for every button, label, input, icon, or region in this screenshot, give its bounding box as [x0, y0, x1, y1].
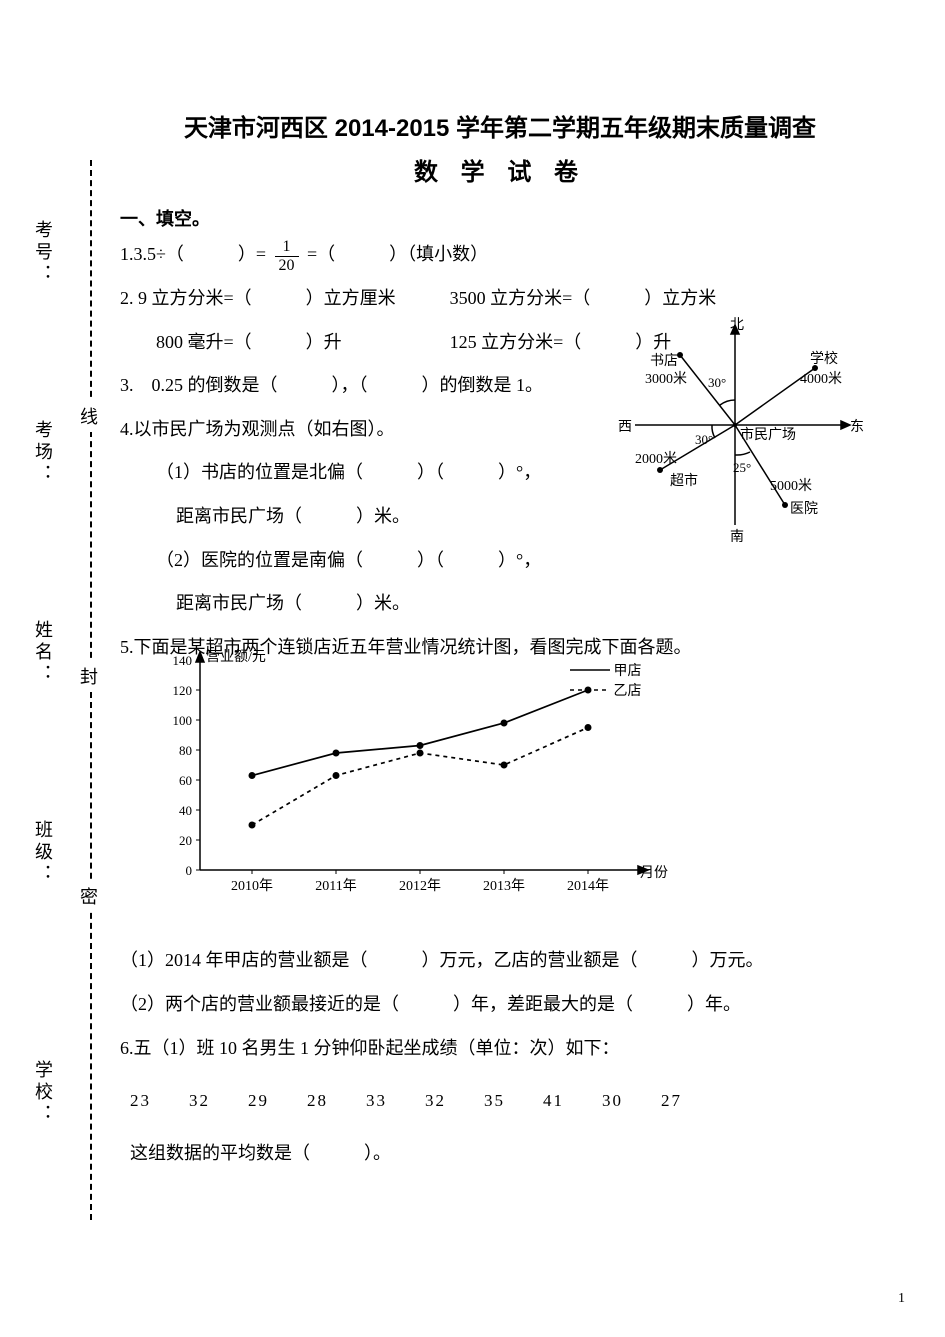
- sidebar-label-class: 班级：: [30, 820, 56, 886]
- svg-text:100: 100: [173, 713, 193, 728]
- question-6-data: 23 32 29 28 33 32 35 41 30 27: [120, 1082, 880, 1119]
- chart-xlabel: 月份: [640, 862, 668, 882]
- seal-char-xian: 线: [80, 400, 98, 432]
- legend-b-label: 乙店: [614, 684, 642, 699]
- q1-suffix: =（ ）（填小数）: [307, 244, 488, 264]
- svg-text:20: 20: [179, 833, 192, 848]
- sidebar-label-examno: 考号：: [30, 220, 56, 286]
- map-supermarket: 超市: [670, 470, 698, 490]
- q1-frac-den: 20: [275, 257, 299, 275]
- svg-text:2013年: 2013年: [483, 878, 525, 894]
- question-5-2: （2）两个店的营业额最接近的是（ ）年，差距最大的是（ ）年。: [120, 985, 880, 1025]
- page-number: 1: [898, 1291, 905, 1307]
- svg-text:2014年: 2014年: [567, 878, 609, 894]
- map-angle-2: 30°: [695, 432, 713, 448]
- svg-text:120: 120: [173, 683, 193, 698]
- map-north: 北: [730, 314, 744, 334]
- seal-char-feng: 封: [80, 660, 98, 692]
- map-east: 东: [850, 416, 864, 436]
- map-bookstore-dist: 3000米: [645, 368, 687, 388]
- map-center: 市民广场: [740, 424, 796, 444]
- map-school-dist: 4000米: [800, 368, 842, 388]
- sidebar-label-school: 学校：: [30, 1060, 56, 1126]
- svg-text:140: 140: [173, 653, 193, 668]
- q1-frac-num: 1: [275, 238, 299, 257]
- map-angle-3: 25°: [733, 460, 751, 476]
- map-south: 南: [730, 526, 744, 546]
- chart-ylabel: 营业额/元: [206, 646, 266, 666]
- svg-text:2010年: 2010年: [231, 878, 273, 894]
- svg-text:60: 60: [179, 773, 192, 788]
- compass-map: 北 南 东 西 市民广场 书店 3000米 学校 4000米 超市 2000米 …: [600, 320, 880, 550]
- question-5-1: （1）2014 年甲店的营业额是（ ）万元，乙店的营业额是（ ）万元。: [120, 941, 880, 981]
- question-2a: 2. 9 立方分米=（ ）立方厘米 3500 立方分米=（ ）立方米: [120, 279, 880, 319]
- exam-title: 天津市河西区 2014-2015 学年第二学期五年级期末质量调查: [120, 110, 880, 148]
- map-hospital: 医院: [790, 498, 818, 518]
- legend-a: 甲店: [570, 660, 642, 680]
- svg-text:40: 40: [179, 803, 192, 818]
- legend-b: 乙店: [570, 680, 642, 700]
- map-west: 西: [618, 416, 632, 436]
- svg-text:80: 80: [179, 743, 192, 758]
- legend-a-label: 甲店: [614, 664, 642, 679]
- map-hospital-dist: 5000米: [770, 475, 812, 495]
- map-school: 学校: [810, 348, 838, 368]
- question-1: 1.3.5÷（ ）= 1 20 =（ ）（填小数）: [120, 235, 880, 275]
- sidebar-label-name: 姓名：: [30, 620, 56, 686]
- question-6: 6.五（1）班 10 名男生 1 分钟仰卧起坐成绩（单位：次）如下：: [120, 1029, 880, 1069]
- sales-chart: 0 20 40 60 80 100 120 140 2010年 2011年 2012年 2013年 2…: [140, 640, 680, 900]
- q1-prefix: 1.3.5÷（ ）=: [120, 244, 271, 264]
- svg-text:0: 0: [186, 863, 193, 878]
- binding-strip: 考号： 考场： 姓名： 班级： 学校： 线 封 密: [30, 160, 110, 1220]
- map-bookstore: 书店: [650, 350, 678, 370]
- sidebar-label-room: 考场：: [30, 420, 56, 486]
- chart-legend: 甲店 乙店: [570, 660, 642, 700]
- section-1-heading: 一、填空。: [120, 205, 880, 231]
- map-angle-1: 30°: [708, 375, 726, 391]
- q1-fraction: 1 20: [275, 238, 299, 274]
- map-supermarket-dist: 2000米: [635, 448, 677, 468]
- exam-subtitle: 数 学 试 卷: [120, 152, 880, 187]
- seal-char-mi: 密: [80, 880, 98, 912]
- question-4-2b: 距离市民广场（ ）米。: [120, 584, 880, 624]
- svg-text:2011年: 2011年: [315, 878, 356, 894]
- svg-text:2012年: 2012年: [399, 878, 441, 894]
- question-6-tail: 这组数据的平均数是（ ）。: [120, 1134, 880, 1174]
